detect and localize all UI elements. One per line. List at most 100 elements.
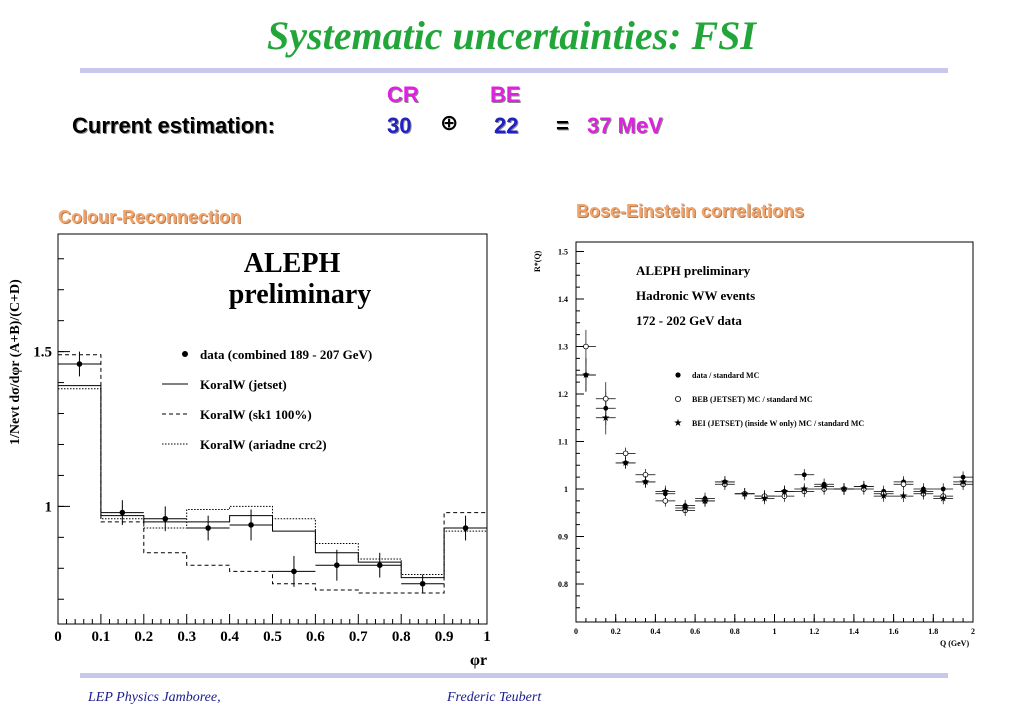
cr-data-point xyxy=(119,509,126,516)
cr-x-tick-label: 0.2 xyxy=(134,629,153,645)
be-y-tick-label: 0.8 xyxy=(558,580,568,589)
be-bei-point: ★ xyxy=(859,482,868,493)
cr-x-tick-label: 1 xyxy=(483,629,491,645)
cr-data-point xyxy=(462,525,469,531)
be-bei-point: ★ xyxy=(780,486,789,497)
be-bei-point: ★ xyxy=(581,370,590,381)
be-data-point xyxy=(940,486,946,492)
be-y-tick-label: 0.9 xyxy=(558,533,568,542)
be-y-tick-label: 1.2 xyxy=(558,390,568,399)
be-x-tick-label: 1 xyxy=(773,627,777,636)
be-legend-data: data / standard MC xyxy=(692,371,760,380)
be-y-tick-label: 1.4 xyxy=(558,295,568,304)
be-annotation-line3: 172 - 202 GeV data xyxy=(636,313,742,328)
cr-x-tick-label: 0.1 xyxy=(92,629,111,645)
be-bei-point: ★ xyxy=(899,491,908,502)
be-x-tick-label: 0.2 xyxy=(611,627,621,636)
cr-x-tick-label: 0 xyxy=(54,629,62,645)
be-annotation-line1: ALEPH preliminary xyxy=(636,263,751,278)
cr-x-tick-label: 0.3 xyxy=(177,629,196,645)
be-beb-point xyxy=(583,343,589,350)
cr-x-tick-label: 0.4 xyxy=(220,629,239,645)
be-bei-point: ★ xyxy=(800,484,809,495)
be-annotation-line2: Hadronic WW events xyxy=(636,288,755,303)
be-legend-beb: BEB (JETSET) MC / standard MC xyxy=(692,395,813,404)
cr-data-point xyxy=(419,580,426,587)
be-x-tick-label: 1.2 xyxy=(809,627,819,636)
be-legend-marker-bei: ★ xyxy=(674,418,683,429)
be-legend-marker-data xyxy=(675,372,681,378)
cr-x-tick-label: 0.7 xyxy=(349,629,368,645)
estimation-label: Current estimation: xyxy=(72,113,275,138)
equals-sign: = xyxy=(556,113,569,138)
cr-x-tick-label: 0.9 xyxy=(435,629,454,645)
cr-value: 30 xyxy=(387,113,412,138)
be-bei-point: ★ xyxy=(879,491,888,502)
title-divider xyxy=(80,68,948,73)
cr-x-tick-label: 0.6 xyxy=(306,629,325,645)
cr-y-tick-label: 1.5 xyxy=(33,345,52,361)
be-bei-point: ★ xyxy=(820,482,829,493)
be-bei-point: ★ xyxy=(839,484,848,495)
be-beb-point xyxy=(662,498,669,504)
be-bei-point: ★ xyxy=(720,477,729,488)
cr-annotation-line2: preliminary xyxy=(229,279,372,310)
cr-panel-title: Colour-Reconnection xyxy=(58,207,241,227)
be-x-tick-label: 0.8 xyxy=(730,627,740,636)
cr-data-point xyxy=(334,562,340,568)
be-y-axis-label: R*(Q) xyxy=(533,250,542,272)
colour-reconnection-chart: 0 0.1 0.2 0.3 0.4 0.5 0.6 0.7 0.8 0.9 111.5 ALEPH … xyxy=(8,233,491,669)
be-panel-title: Bose-Einstein correlations xyxy=(576,201,805,221)
be-y-tick-label: 1 xyxy=(564,485,568,494)
be-x-tick-label: 1.8 xyxy=(928,627,938,636)
be-x-tick-label: 2 xyxy=(971,627,975,636)
footer-author: Frederic Teubert xyxy=(447,690,542,705)
be-beb-point xyxy=(900,481,907,488)
be-x-tick-label: 0.6 xyxy=(690,627,700,636)
cr-x-axis-label: φr xyxy=(470,652,487,669)
cr-x-tick-label: 0.5 xyxy=(263,629,282,645)
be-bei-point: ★ xyxy=(641,477,650,488)
be-x-tick-label: 1.6 xyxy=(889,627,899,636)
be-bei-point: ★ xyxy=(740,489,749,500)
cr-annotation-line1: ALEPH xyxy=(244,248,341,279)
cr-legend-data: data (combined 189 - 207 GeV) xyxy=(200,347,372,362)
be-y-tick-label: 1.3 xyxy=(558,343,568,352)
footer-event: LEP Physics Jamboree, xyxy=(88,690,221,705)
be-y-tick-label: 1.1 xyxy=(558,438,568,447)
be-bei-point: ★ xyxy=(621,458,630,469)
be-bei-point: ★ xyxy=(919,486,928,497)
cr-legend-marker-data xyxy=(182,351,188,357)
cr-x-tick-label: 0.8 xyxy=(392,629,411,645)
total-value: 37 MeV xyxy=(587,113,663,138)
be-legend-marker-beb xyxy=(674,395,681,402)
be-data-point xyxy=(801,472,807,478)
footer-divider xyxy=(80,673,948,678)
be-legend-bei: BEI (JETSET) (inside W only) MC / standa… xyxy=(692,419,864,428)
cr-legend-jetset: KoralW (jetset) xyxy=(200,377,287,392)
be-bei-point: ★ xyxy=(661,486,670,497)
cr-data-point xyxy=(291,568,297,575)
cr-label: CR xyxy=(387,82,419,107)
be-value: 22 xyxy=(494,113,519,138)
be-bei-point: ★ xyxy=(601,413,610,424)
be-beb-point xyxy=(602,395,609,402)
be-bei-point: ★ xyxy=(701,496,710,507)
be-x-tick-label: 0.4 xyxy=(650,627,660,636)
cr-histogram-2 xyxy=(58,354,487,594)
be-x-tick-label: 0 xyxy=(574,627,578,636)
cr-data-point xyxy=(76,361,83,367)
be-y-tick-label: 1.5 xyxy=(558,248,568,257)
cr-data-point xyxy=(205,525,211,531)
cr-histogram-1 xyxy=(58,385,487,579)
cr-histogram-3 xyxy=(58,388,487,575)
cr-data-point xyxy=(248,522,254,528)
cr-data-point xyxy=(162,515,169,522)
be-bei-point: ★ xyxy=(939,494,948,505)
be-x-axis-label: Q (GeV) xyxy=(940,639,969,648)
bose-einstein-chart: 0 0.2 0.4 0.6 0.8 1 1.2 1.4 1.6 1.8 2 0.8 0.9 1 1.1 1.2… xyxy=(533,241,975,648)
cr-y-axis-label: 1/Nevt dσ/dφr (A+B)/(C+D) xyxy=(8,279,23,445)
be-x-tick-label: 1.4 xyxy=(849,627,859,636)
cr-data-point xyxy=(376,562,383,568)
be-label: BE xyxy=(490,82,521,107)
